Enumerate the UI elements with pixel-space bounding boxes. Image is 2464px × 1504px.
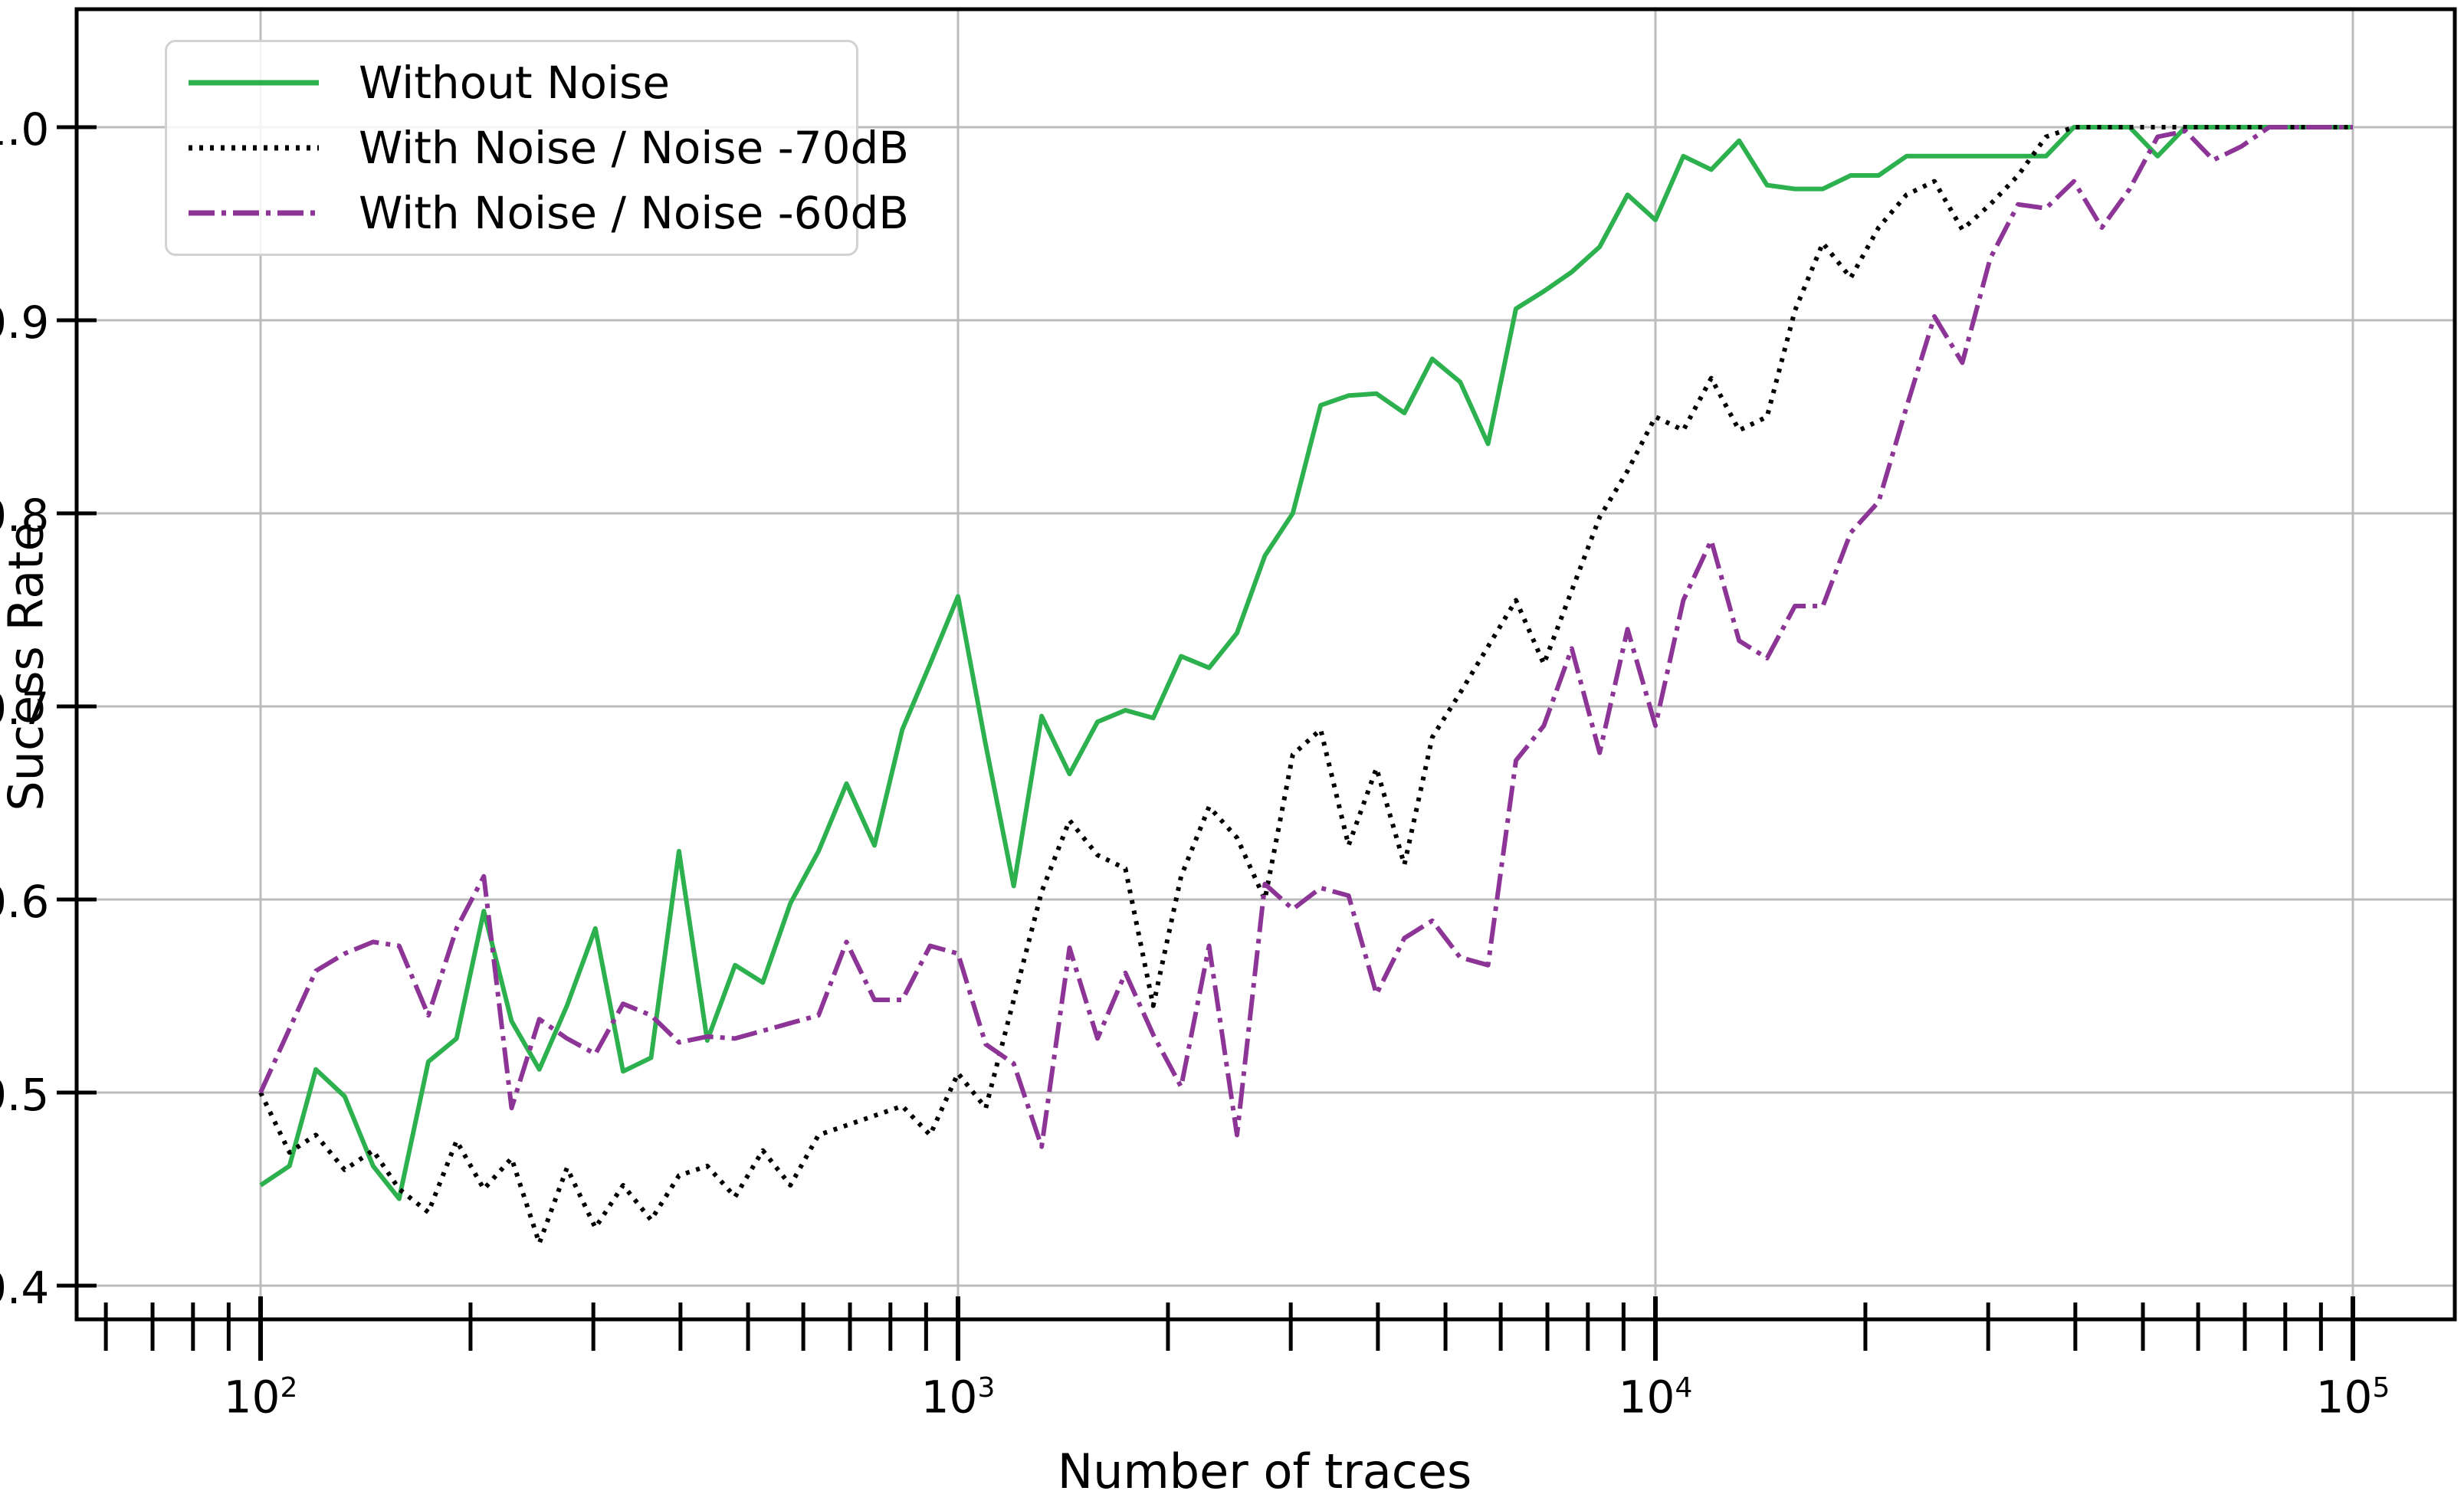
legend-label: Without Noise bbox=[359, 56, 670, 109]
series-line-2 bbox=[258, 125, 2353, 1246]
y-tick-label: 0.4 bbox=[0, 1262, 50, 1314]
y-tick-label: 0.7 bbox=[0, 683, 50, 735]
y-tick-label: 0.9 bbox=[0, 297, 50, 349]
series-line-3 bbox=[258, 125, 2353, 1149]
legend-item: Without Noise bbox=[189, 57, 856, 109]
legend-line-sample bbox=[189, 145, 319, 151]
plot-frame bbox=[74, 7, 2457, 1322]
x-axis-title: Number of traces bbox=[1057, 1443, 1472, 1499]
x-tick-label: 102 bbox=[223, 1371, 298, 1424]
x-tick-label: 105 bbox=[2315, 1371, 2390, 1424]
series-line-1 bbox=[259, 125, 2353, 1201]
legend-line-sample bbox=[189, 210, 319, 216]
y-tick-label: 0.8 bbox=[0, 490, 50, 542]
y-axis-title: Sucess Rate bbox=[0, 522, 54, 811]
y-tick-label: 0.6 bbox=[0, 876, 50, 928]
legend-label: With Noise / Noise -60dB bbox=[359, 187, 910, 240]
y-tick-label: 1.0 bbox=[0, 103, 50, 156]
legend-line-sample bbox=[189, 80, 319, 86]
y-tick-label: 0.5 bbox=[0, 1069, 50, 1121]
legend-item: With Noise / Noise -70dB bbox=[189, 122, 909, 174]
x-tick-label: 104 bbox=[1618, 1371, 1693, 1424]
legend-item: With Noise / Noise -60dB bbox=[189, 187, 909, 239]
legend: Without Noise With Noise / Noise -70dB Wit… bbox=[165, 40, 909, 256]
x-tick-label: 103 bbox=[920, 1371, 996, 1424]
legend-label: With Noise / Noise -70dB bbox=[359, 121, 910, 174]
